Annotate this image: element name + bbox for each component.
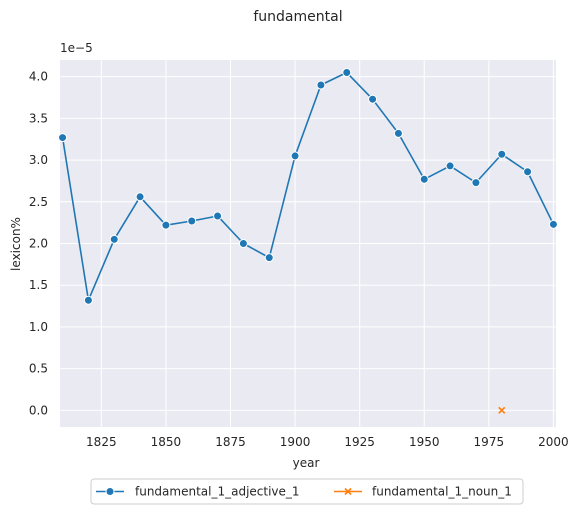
x-tick-label: 1825 — [86, 435, 117, 449]
data-point — [187, 216, 197, 226]
y-offset-label: 1e−5 — [60, 41, 93, 55]
series-layer — [58, 68, 558, 414]
y-tick-label: 2.0 — [29, 237, 48, 251]
legend-item-1: fundamental_1_adjective_1 — [96, 485, 300, 499]
data-point — [393, 128, 403, 138]
legend-marker — [105, 487, 115, 496]
y-tick-label: 1.0 — [29, 320, 48, 334]
x-tick-label: 1975 — [474, 435, 505, 449]
x-tick-label: 1900 — [280, 435, 311, 449]
data-point — [316, 80, 326, 90]
legend-box — [90, 478, 524, 505]
y-tick-label: 3.5 — [29, 111, 48, 125]
data-point — [58, 133, 68, 143]
data-point — [264, 253, 274, 263]
x-tick-label: 1925 — [344, 435, 375, 449]
x-tick-label: 1950 — [409, 435, 440, 449]
series-2 — [498, 406, 506, 414]
data-point — [83, 295, 93, 305]
legend-label: fundamental_1_adjective_1 — [135, 485, 300, 499]
data-point — [213, 211, 223, 221]
grid — [60, 60, 556, 427]
y-tick-label: 0.0 — [29, 403, 48, 417]
data-point — [342, 68, 352, 78]
data-point — [548, 219, 558, 229]
y-tick-label: 3.0 — [29, 153, 48, 167]
series-line — [61, 71, 555, 302]
y-tick-label: 2.5 — [29, 195, 48, 209]
legend: fundamental_1_adjective_1 fundamental_1_n… — [90, 478, 524, 505]
data-point — [419, 174, 429, 184]
y-axis-ticks: 0.0 0.5 1.0 1.5 2.0 2.5 3.0 3.5 4.0 — [29, 70, 48, 418]
legend-marker — [344, 487, 352, 496]
data-point — [238, 239, 248, 248]
legend-label: fundamental_1_noun_1 — [372, 485, 512, 499]
data-point — [109, 234, 119, 244]
y-tick-label: 0.5 — [29, 362, 48, 376]
legend-item-2: fundamental_1_noun_1 — [334, 485, 512, 499]
chart-title: fundamental — [253, 9, 342, 25]
x-tick-label: 1875 — [215, 435, 246, 449]
x-tick-label: 1850 — [151, 435, 182, 449]
y-tick-label: 1.5 — [29, 278, 48, 292]
y-tick-label: 4.0 — [29, 70, 48, 84]
data-point — [135, 192, 145, 202]
y-axis-label: lexicon% — [9, 217, 23, 271]
data-point — [368, 94, 378, 104]
x-axis-label: year — [293, 456, 320, 470]
x-tick-label: 2000 — [538, 435, 569, 449]
data-point — [290, 151, 300, 161]
data-point — [471, 178, 481, 188]
data-point — [497, 149, 507, 159]
data-point — [523, 167, 533, 177]
data-point — [445, 161, 455, 171]
series-1 — [58, 68, 558, 305]
data-point — [498, 406, 506, 414]
data-point — [161, 220, 171, 230]
x-axis-ticks: 1825 1850 1875 1900 1925 1950 1975 2000 — [86, 435, 569, 449]
